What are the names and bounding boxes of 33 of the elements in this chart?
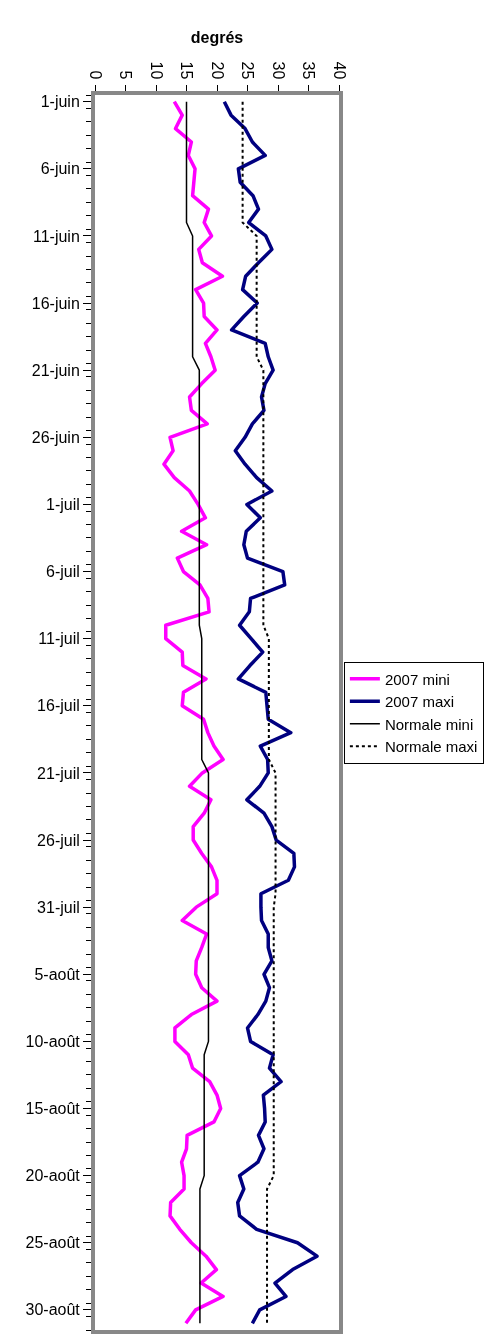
y-tick-label: 30-août <box>25 1301 81 1319</box>
y-tick-label: 21-juin <box>31 361 80 379</box>
y-tick-label: 1-juil <box>46 496 80 514</box>
x-tick-label: 35 <box>300 61 318 80</box>
x-tick-label: 30 <box>269 61 287 80</box>
y-tick-label: 26-juin <box>31 428 80 446</box>
x-tick-label: 10 <box>147 61 165 80</box>
x-tick-label: 15 <box>178 61 196 80</box>
y-tick-label: 26-juil <box>37 831 80 849</box>
legend-label: 2007 maxi <box>384 693 455 711</box>
y-tick-label: 11-juin <box>32 227 80 245</box>
y-tick-label: 20-août <box>25 1167 81 1185</box>
y-tick-label: 5-août <box>34 965 81 983</box>
x-tick-label: 5 <box>117 70 135 80</box>
y-tick-label: 15-août <box>25 1100 81 1118</box>
legend-label: Normale mini <box>384 715 474 733</box>
x-tick-label: 0 <box>86 70 104 80</box>
legend-label: 2007 mini <box>384 670 450 688</box>
x-tick-label: 25 <box>239 61 257 80</box>
y-tick-label: 10-août <box>25 1032 81 1050</box>
y-tick-label: 31-juil <box>37 898 80 916</box>
y-tick-label: 25-août <box>25 1234 81 1252</box>
x-axis-title: degrés <box>190 29 244 46</box>
y-tick-label: 16-juil <box>37 697 80 715</box>
x-tick-label: 40 <box>330 61 348 80</box>
y-tick-label: 11-juil <box>38 630 80 648</box>
y-tick-label: 6-juil <box>46 563 80 581</box>
y-tick-label: 21-juil <box>37 764 80 782</box>
y-tick-label: 6-juin <box>40 160 80 178</box>
legend-label: Normale maxi <box>384 738 478 756</box>
x-tick-label: 20 <box>208 61 226 80</box>
y-tick-label: 16-juin <box>31 294 80 312</box>
y-tick-label: 1-juin <box>40 93 80 111</box>
